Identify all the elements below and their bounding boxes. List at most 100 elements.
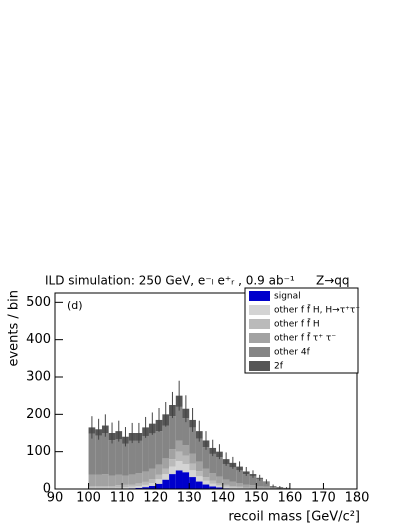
annotation: (d) — [67, 299, 83, 312]
histogram-bar — [189, 427, 196, 454]
histogram-bar — [101, 487, 109, 489]
histogram-bar — [209, 486, 217, 489]
histogram-bar — [249, 487, 257, 489]
histogram-bar — [195, 471, 203, 477]
histogram-bar — [202, 484, 210, 489]
y-tick-label: 500 — [26, 295, 51, 310]
histogram-bar — [229, 467, 237, 482]
histogram-bar — [222, 463, 230, 480]
histogram-bar — [101, 486, 109, 488]
histogram-bar — [135, 487, 143, 489]
histogram-bar — [155, 474, 163, 480]
histogram-bar — [148, 468, 156, 480]
histogram-bar — [88, 486, 96, 488]
histogram-bar — [122, 475, 129, 485]
histogram-bar — [169, 459, 176, 467]
histogram-bar — [182, 463, 190, 473]
histogram-bar — [108, 486, 116, 488]
histogram-bar — [155, 483, 163, 489]
histogram-bar — [122, 484, 129, 488]
histogram-bar — [169, 416, 176, 450]
histogram-bar — [182, 472, 190, 489]
histogram-bar — [142, 487, 149, 489]
histogram-bar — [209, 480, 217, 484]
histogram-bar — [209, 473, 217, 481]
legend-label: other 4f — [274, 348, 311, 358]
histogram-bar — [242, 487, 250, 489]
y-tick-label: 300 — [26, 370, 51, 385]
histogram-bar — [155, 464, 163, 475]
histogram-bar — [242, 474, 250, 485]
y-tick-label: 400 — [26, 332, 51, 347]
histogram-bar — [202, 480, 210, 485]
histogram-bar — [115, 485, 123, 488]
x-tick-label: 100 — [76, 491, 101, 506]
histogram-bar — [229, 486, 237, 488]
histogram-bar — [202, 447, 210, 469]
histogram-bar — [169, 449, 176, 460]
histogram-bar — [142, 435, 149, 472]
x-axis-label: recoil mass [GeV/c²] — [228, 510, 360, 525]
histogram-bar — [182, 455, 190, 464]
histogram-bar — [135, 440, 143, 474]
x-tick-label: 150 — [244, 491, 269, 506]
histogram-bar — [182, 445, 190, 456]
histogram-bar — [122, 487, 129, 489]
histogram-bar — [162, 458, 170, 469]
histogram-bar — [115, 474, 123, 486]
y-axis-label: events / bin — [7, 290, 22, 367]
histogram-bar — [95, 486, 102, 488]
legend-label: signal — [274, 292, 301, 302]
histogram-bar — [216, 457, 223, 477]
histogram-bar — [135, 486, 143, 488]
histogram-bar — [236, 483, 243, 487]
histogram-bar — [236, 487, 243, 489]
x-tick-label: 120 — [143, 491, 168, 506]
histogram-bar — [209, 483, 217, 487]
histogram-bar — [189, 477, 196, 489]
histogram-bar — [162, 479, 170, 489]
x-tick-label: 90 — [47, 491, 64, 506]
histogram-bar — [182, 418, 190, 446]
histogram-bar — [148, 483, 156, 487]
histogram-bar — [148, 433, 156, 469]
histogram-bar — [162, 425, 170, 459]
histogram-bar — [88, 433, 96, 475]
histogram-bar — [195, 438, 203, 462]
histogram-bar — [142, 481, 149, 485]
histogram-bar — [142, 484, 149, 488]
histogram-bar — [128, 440, 136, 475]
histogram-bar — [108, 487, 116, 489]
histogram-bar — [269, 487, 277, 489]
histogram-bar — [142, 471, 149, 482]
legend-swatch — [249, 291, 270, 301]
histogram-bar — [242, 484, 250, 488]
x-tick-label: 170 — [311, 491, 336, 506]
histogram-bar — [162, 468, 170, 475]
histogram-bar — [115, 439, 123, 475]
histogram-bar — [122, 443, 129, 476]
legend-label: 2f — [274, 362, 284, 372]
histogram-bar — [135, 473, 143, 484]
histogram-bar — [95, 474, 102, 487]
histogram-bar — [169, 466, 176, 475]
legend-swatch — [249, 361, 270, 371]
legend-label: other f f̄ τ⁺ τ⁻ — [274, 332, 336, 344]
histogram-bar — [202, 477, 210, 481]
legend-swatch — [249, 333, 270, 343]
histogram-bar — [229, 487, 237, 489]
histogram-bar — [88, 474, 96, 487]
y-tick-label: 0 — [43, 482, 51, 497]
histogram-bar — [175, 451, 183, 461]
histogram-bar — [222, 486, 230, 489]
histogram-bar — [148, 486, 156, 489]
histogram-bar — [229, 481, 237, 487]
histogram-bar — [101, 433, 109, 475]
histogram-bar — [189, 453, 196, 464]
x-tick-label: 110 — [110, 491, 135, 506]
histogram-bar — [216, 487, 223, 489]
histogram-bar — [175, 440, 183, 452]
histogram-bar — [222, 479, 230, 485]
legend-box — [244, 287, 359, 374]
